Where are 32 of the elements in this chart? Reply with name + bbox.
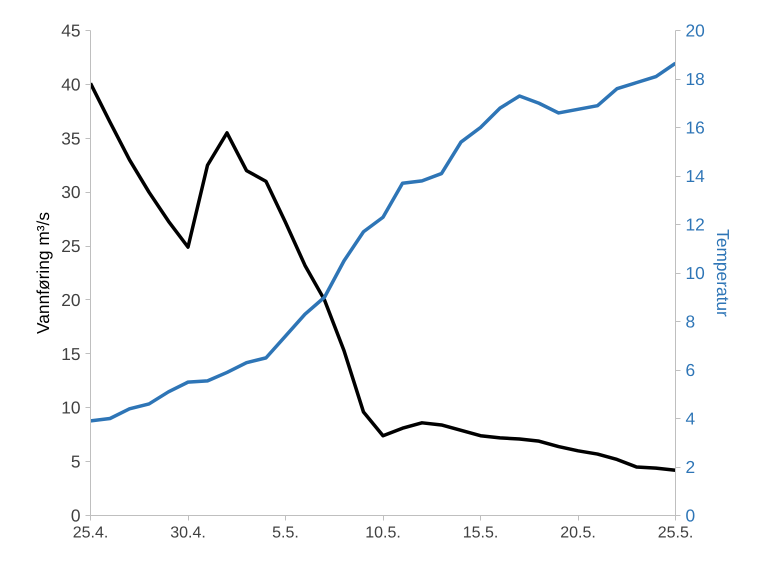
y2-tick-label: 20 bbox=[686, 20, 705, 40]
x-tick-label: 25.4. bbox=[72, 524, 108, 542]
y-tick-label: 35 bbox=[61, 128, 81, 148]
line-series bbox=[90, 61, 676, 423]
y2-axis-title: Temperatur bbox=[712, 229, 733, 318]
y2-tick-label: 0 bbox=[686, 506, 696, 526]
line-series bbox=[90, 82, 676, 472]
y2-tick-label: 18 bbox=[686, 69, 705, 89]
y2-tick-label: 10 bbox=[686, 263, 705, 283]
y-tick-label: 15 bbox=[61, 344, 81, 364]
x-tick-label: 20.5. bbox=[560, 524, 596, 542]
y-tick-label: 20 bbox=[61, 290, 81, 310]
y-tick-label: 30 bbox=[61, 182, 81, 202]
y-tick-label: 5 bbox=[70, 452, 81, 472]
y-axis-title: Vannføring m³/s bbox=[33, 212, 54, 334]
x-tick-label: 10.5. bbox=[365, 524, 401, 542]
y2-tick-label: 12 bbox=[686, 214, 705, 234]
x-tick-label: 25.5. bbox=[658, 524, 694, 542]
y2-tick-label: 6 bbox=[686, 360, 696, 380]
y-tick-label: 10 bbox=[61, 398, 81, 418]
x-tick-label: 15.5. bbox=[462, 524, 498, 542]
y-tick-label: 45 bbox=[61, 20, 81, 40]
x-tick-label: 5.5. bbox=[272, 524, 299, 542]
y-tick-label: 0 bbox=[70, 506, 81, 526]
y2-tick-label: 4 bbox=[686, 408, 696, 428]
x-tick-label: 30.4. bbox=[170, 524, 206, 542]
y2-tick-label: 14 bbox=[686, 166, 706, 186]
y-tick-label: 40 bbox=[61, 74, 81, 94]
y2-tick-label: 2 bbox=[686, 457, 696, 477]
y2-tick-label: 16 bbox=[686, 118, 705, 138]
y-tick-label: 25 bbox=[61, 236, 81, 256]
y2-tick-label: 8 bbox=[686, 312, 696, 332]
